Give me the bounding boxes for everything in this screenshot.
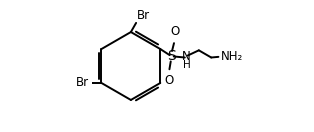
Text: O: O — [170, 25, 179, 38]
Text: O: O — [164, 74, 173, 88]
Text: NH₂: NH₂ — [221, 50, 243, 63]
Text: Br: Br — [76, 76, 89, 89]
Text: Br: Br — [137, 9, 150, 22]
Text: N: N — [182, 50, 191, 63]
Text: S: S — [167, 49, 176, 63]
Text: H: H — [182, 60, 190, 70]
